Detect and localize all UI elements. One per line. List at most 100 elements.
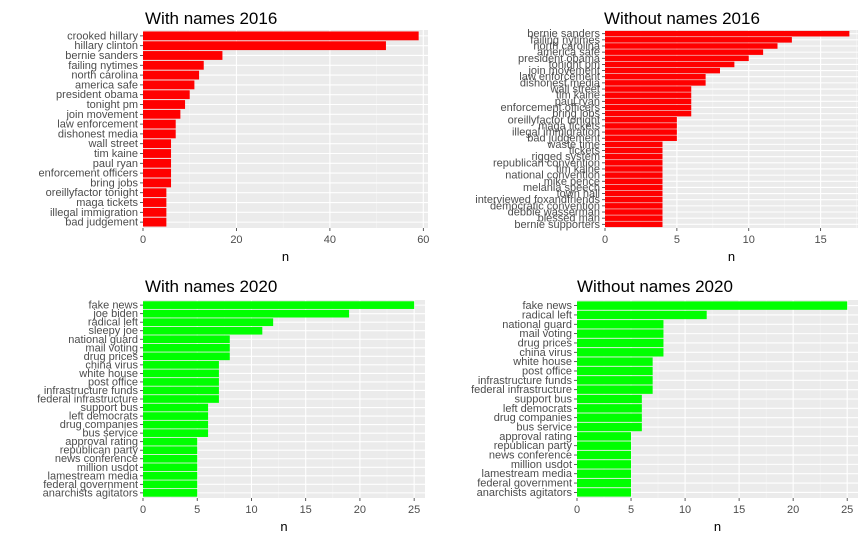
category-label: tim kaine [94,148,138,160]
bar [143,309,350,318]
category-label: national guard [68,334,138,346]
bar [577,394,642,404]
bar [605,86,692,92]
bar [143,386,219,395]
bar [605,30,850,37]
bar [143,369,219,378]
x-tick-label: 25 [408,504,420,516]
category-label: waste time [546,139,600,151]
bar [143,378,219,386]
category-label: paul ryan [555,96,600,108]
x-tick-label: 5 [194,504,200,516]
category-label: drug companies [60,419,139,431]
bar [143,188,167,198]
category-label: joe biden [92,308,138,320]
category-label: fake news [522,300,572,312]
category-label: white house [78,368,138,380]
category-label: approval rating [499,431,572,443]
category-label: china virus [519,347,572,359]
category-label: america safe [75,79,138,91]
bar [577,310,707,320]
bar [143,168,172,178]
x-axis-label: n [280,519,287,534]
category-label: law enforcement [519,71,600,83]
bar [577,348,664,357]
category-label: national convention [505,170,600,182]
x-tick-label: 5 [674,234,680,246]
bar [577,450,632,460]
bar [577,338,664,348]
category-label: bring jobs [90,177,138,189]
bar [605,215,663,221]
bar [605,184,663,191]
bar [143,463,198,472]
x-tick-label: 10 [679,504,691,516]
category-label: national guard [502,319,572,331]
bar [143,395,219,403]
category-label: dishonest media [58,128,139,140]
bar [577,441,632,450]
category-label: president obama [56,89,139,101]
category-label: town hall [557,188,600,200]
category-label: crooked hillary [67,30,138,42]
bar [577,432,632,441]
bar [143,489,198,497]
category-label: bus service [516,422,572,434]
category-label: bus service [82,428,138,440]
bar [605,135,677,141]
category-label: sleepy joe [88,325,138,337]
bar [605,147,663,154]
bar [605,67,720,74]
category-label: melania speech [523,182,600,194]
category-label: drug prices [84,351,139,363]
category-label: anarchists agitators [43,487,139,499]
category-label: tim kaine [556,163,600,175]
category-label: mail voting [85,342,138,354]
chart-title: Without names 2020 [577,277,733,296]
category-label: republican convention [493,157,600,169]
bar [143,326,263,335]
bar [605,166,663,172]
category-label: illegal immigration [50,207,138,219]
category-label: china virus [85,359,138,371]
bar [143,429,209,437]
category-label: wall street [549,84,600,96]
category-label: federal government [477,478,572,490]
bar [143,318,274,327]
x-tick-label: 40 [324,234,336,246]
category-label: hillary clinton [74,40,138,52]
category-label: america safe [537,47,600,59]
bar [605,129,677,135]
x-tick-label: 0 [140,504,146,516]
bar [577,385,653,394]
category-label: news conference [55,453,138,465]
bar [605,141,663,148]
bar [577,478,632,488]
bar [143,446,198,455]
bar [143,158,172,168]
category-label: illegal immigration [512,127,600,139]
category-label: failing nytimes [530,34,600,46]
x-tick-label: 10 [743,234,755,246]
category-label: radical left [522,309,572,321]
bar [143,80,195,90]
category-label: bring jobs [552,108,600,120]
category-label: left democrats [503,403,573,415]
bar [577,413,642,422]
bar [143,70,200,80]
category-label: tim kaine [556,90,600,102]
bar [143,480,198,489]
category-label: approval rating [65,436,138,448]
category-label: support bus [81,402,139,414]
bar [605,80,706,86]
bar [577,488,632,497]
bar [143,149,172,158]
category-label: drug prices [518,337,573,349]
bar [605,123,677,129]
bar [577,469,632,478]
x-tick-label: 10 [245,504,257,516]
category-label: enforcement officers [501,102,601,114]
bar [605,73,706,80]
category-label: oreillyfactor tonight [508,114,600,126]
